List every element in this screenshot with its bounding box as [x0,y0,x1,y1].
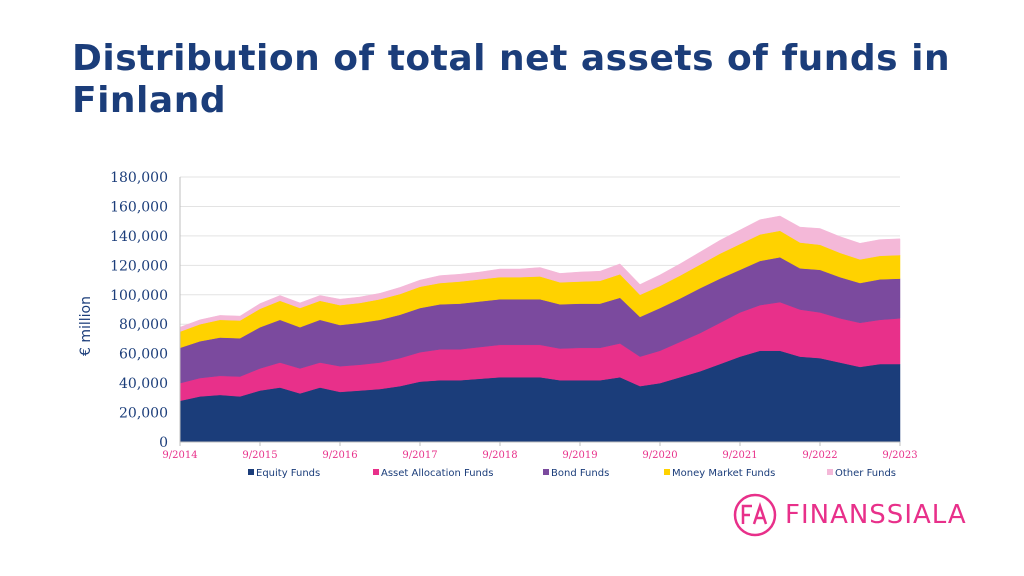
legend-label-other-funds: Other Funds [835,468,896,479]
finanssiala-logo-mark-icon [733,493,777,537]
area-series [179,215,901,443]
x-tick-label: 9/2023 [882,450,917,461]
x-tick-label: 9/2018 [482,450,517,461]
y-tick-labels: 0 20,000 40,000 60,000 80,000 100,000 120,000 1… [110,170,168,451]
x-tick-label: 9/2019 [562,450,597,461]
x-tick-label: 9/2015 [242,450,277,461]
legend: Equity Funds Asset Allocation Funds Bond F… [248,468,896,479]
y-tick-label: 80,000 [119,317,168,333]
legend-swatch-bond-funds [543,469,549,475]
y-tick-label: 60,000 [119,347,168,363]
y-tick-label: 40,000 [119,376,168,392]
y-tick-label: 20,000 [119,406,168,422]
x-tick-label: 9/2016 [322,450,357,461]
legend-swatch-equity-funds [248,469,254,475]
y-axis-label: € million [78,296,94,356]
x-tick-label: 9/2020 [642,450,677,461]
y-tick-label: 100,000 [110,288,168,304]
y-tick-label: 120,000 [110,258,168,274]
finanssiala-logo: FINANSSIALA [733,493,967,537]
brand-name: FINANSSIALA [785,500,967,530]
page-title: Distribution of total net assets of fund… [72,38,951,121]
y-tick-label: 180,000 [110,170,168,186]
x-tick-labels: 9/2014 9/2015 9/2016 9/2017 9/2018 9/2019 9/20… [162,450,917,461]
legend-swatch-asset-allocation-funds [373,469,379,475]
axes [179,177,901,446]
y-tick-label: 160,000 [110,199,168,215]
legend-swatch-money-market-funds [664,469,670,475]
x-tick-label: 9/2021 [722,450,757,461]
x-tick-label: 9/2014 [162,450,197,461]
legend-label-equity-funds: Equity Funds [256,468,320,479]
legend-label-asset-allocation-funds: Asset Allocation Funds [381,468,493,479]
legend-swatch-other-funds [827,469,833,475]
y-tick-label: 140,000 [110,229,168,245]
x-tick-label: 9/2017 [402,450,437,461]
legend-label-bond-funds: Bond Funds [551,468,609,479]
x-tick-label: 9/2022 [802,450,837,461]
legend-label-money-market-funds: Money Market Funds [672,468,775,479]
y-tick-label: 0 [159,435,168,451]
area-other-funds [179,215,901,332]
